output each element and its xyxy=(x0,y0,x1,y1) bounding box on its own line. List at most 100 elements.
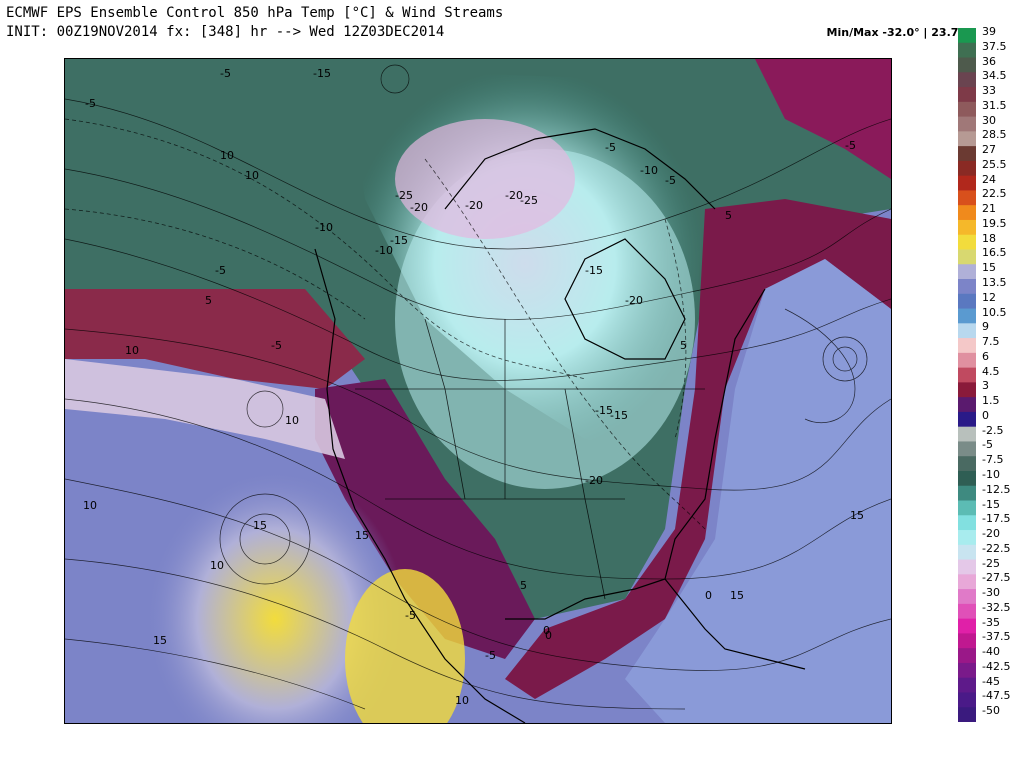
contour-label: -15 xyxy=(313,67,331,80)
colorbar-swatch xyxy=(958,205,976,221)
temperature-wind-map: -5 -15 -5 -20 -10 10 10 -10 -5 5 -5 -25 -20 -25 -20 -5-… xyxy=(64,58,892,724)
colorbar-tick-label: 13.5 xyxy=(982,276,1007,290)
colorbar-swatch xyxy=(958,131,976,147)
colorbar-swatch xyxy=(958,515,976,531)
min-max-readout: Min/Max -32.0° | 23.7°C xyxy=(826,26,972,39)
contour-label: -5 xyxy=(215,264,226,277)
colorbar-swatch xyxy=(958,175,976,192)
colorbar-swatch xyxy=(958,633,976,649)
contour-label: 10 xyxy=(285,414,299,427)
colorbar-swatch xyxy=(958,648,976,664)
colorbar-tick-label: 27 xyxy=(982,143,996,157)
colorbar-tick-label: -47.5 xyxy=(982,689,1011,703)
contour-label: 0 xyxy=(543,624,550,637)
greenland-warm xyxy=(755,59,891,179)
colorbar-swatch xyxy=(958,87,976,103)
colorbar-tick-label: -22.5 xyxy=(982,541,1011,555)
contour-label: 15 xyxy=(355,529,369,542)
isotherms xyxy=(65,118,706,530)
colorbar-tick-label: -15 xyxy=(982,497,1000,511)
colorbar-tick-label: 16.5 xyxy=(982,246,1007,260)
contour-label: 10 xyxy=(245,169,259,182)
contour-label: 10 xyxy=(210,559,224,572)
contour-label: 5 xyxy=(205,294,212,307)
colorbar-swatch xyxy=(958,677,976,694)
colorbar-tick-label: 31.5 xyxy=(982,98,1007,112)
colorbar-swatch xyxy=(958,42,976,59)
temperature-colorbar xyxy=(958,28,976,723)
contour-label: -5 xyxy=(85,97,96,110)
borders xyxy=(355,318,705,600)
contour-label: -5 xyxy=(220,67,231,80)
colorbar-tick-label: 7.5 xyxy=(982,335,1000,349)
colorbar-tick-label: -12.5 xyxy=(982,482,1011,496)
contour-label: 15 xyxy=(253,519,267,532)
colorbar-swatch xyxy=(958,219,976,236)
colorbar-swatch xyxy=(958,707,976,723)
colorbar-swatch xyxy=(958,293,976,310)
colorbar-tick-label: -32.5 xyxy=(982,600,1011,614)
pacific-light-band xyxy=(65,359,345,459)
contour-label: -5 xyxy=(405,609,416,622)
contour-label: -5 xyxy=(665,174,676,187)
init-forecast-line: INIT: 00Z19NOV2014 fx: [348] hr --> Wed … xyxy=(6,24,445,40)
colorbar-swatch xyxy=(958,426,976,443)
colorbar-swatch xyxy=(958,485,976,502)
colorbar-swatch xyxy=(958,500,976,516)
contour-label: 5 xyxy=(680,339,687,352)
colorbar-swatch xyxy=(958,249,976,265)
contour-label: -20 xyxy=(410,201,428,214)
colorbar-swatch xyxy=(958,382,976,398)
contour-label: 15 xyxy=(730,589,744,602)
colorbar-tick-label: -17.5 xyxy=(982,512,1011,526)
colorbar-swatch xyxy=(958,160,976,177)
colorbar-tick-label: -25 xyxy=(982,556,1000,570)
chart-title: ECMWF EPS Ensemble Control 850 hPa Temp … xyxy=(6,5,504,21)
atlantic-ocean-zone xyxy=(625,259,891,723)
contour-label: 15 xyxy=(850,509,864,522)
contour-label: 15 xyxy=(153,634,167,647)
contour-label: -10 xyxy=(315,221,333,234)
colorbar-swatch xyxy=(958,57,976,73)
contour-label: -5 xyxy=(845,139,856,152)
colorbar-tick-label: -37.5 xyxy=(982,630,1011,644)
colorbar-tick-label: 3 xyxy=(982,379,989,393)
colorbar-swatches xyxy=(958,28,976,723)
contour-label: -15 xyxy=(390,234,408,247)
colorbar-tick-label: 4.5 xyxy=(982,364,1000,378)
colorbar-swatch xyxy=(958,72,976,88)
colorbar-swatch xyxy=(958,101,976,118)
colorbar-tick-label: 18 xyxy=(982,231,996,245)
colorbar-swatch xyxy=(958,559,976,575)
colorbar-swatch xyxy=(958,190,976,206)
colorbar-tick-label: 21 xyxy=(982,202,996,216)
colorbar-tick-label: -50 xyxy=(982,704,1000,718)
colorbar-tick-label: -2.5 xyxy=(982,423,1004,437)
colorbar-tick-label: 19.5 xyxy=(982,216,1007,230)
colorbar-tick-label: 34.5 xyxy=(982,69,1007,83)
contour-label: -10 xyxy=(375,244,393,257)
contour-label: -25 xyxy=(395,189,413,202)
contour-label: -25 xyxy=(520,194,538,207)
colorbar-swatch xyxy=(958,116,976,132)
colorbar-tick-label: 36 xyxy=(982,54,996,68)
contour-label: 0 xyxy=(545,629,552,642)
colorbar-tick-label: -20 xyxy=(982,527,1000,541)
contour-label: 5 xyxy=(725,209,732,222)
colorbar-swatch xyxy=(958,618,976,635)
contour-label: -5 xyxy=(605,141,616,154)
colorbar-swatch xyxy=(958,544,976,561)
colorbar-tick-label: 39 xyxy=(982,25,996,38)
colorbar-tick-label: 10.5 xyxy=(982,305,1007,319)
colorbar-swatch xyxy=(958,264,976,280)
colorbar-swatch xyxy=(958,441,976,457)
colorbar-swatch xyxy=(958,146,976,162)
colorbar-swatch xyxy=(958,279,976,295)
wind-streamlines xyxy=(65,64,891,710)
colorbar-tick-label: -5 xyxy=(982,438,993,452)
colorbar-tick-label: 25.5 xyxy=(982,157,1007,171)
colorbar-swatch xyxy=(958,530,976,546)
colorbar-tick-label: -35 xyxy=(982,615,1000,629)
mexico-warm-pool xyxy=(345,569,465,723)
